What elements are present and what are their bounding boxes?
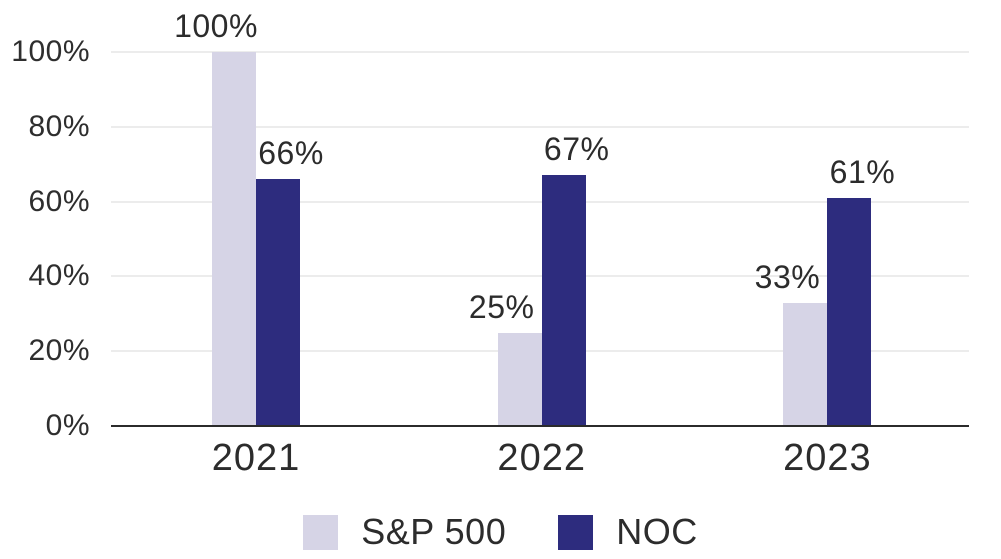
legend-item-s-p-500: S&P 500 bbox=[303, 511, 506, 553]
x-axis: 2021 2022 2023 bbox=[111, 437, 969, 481]
x-axis-line bbox=[111, 425, 969, 427]
gridline bbox=[111, 51, 969, 53]
y-axis-label: 60% bbox=[28, 184, 90, 218]
bar-value-label: 66% bbox=[258, 135, 324, 172]
gridline bbox=[111, 275, 969, 278]
legend-label: NOC bbox=[616, 511, 698, 552]
y-axis-label: 100% bbox=[11, 35, 90, 68]
x-axis-label: 2021 bbox=[211, 437, 301, 479]
bar-group-2023: 33% 61% bbox=[755, 52, 895, 426]
x-axis-label: 2022 bbox=[497, 437, 586, 479]
x-axis-label: 2023 bbox=[783, 437, 872, 479]
bar-group-2021: 100% 66% bbox=[174, 8, 323, 426]
bar-s-p-500 bbox=[783, 302, 828, 426]
gridline bbox=[111, 200, 969, 203]
y-axis-label: 0% bbox=[45, 409, 90, 442]
bar-noc bbox=[541, 175, 586, 426]
bar-noc bbox=[256, 179, 300, 426]
bar-value-label: 33% bbox=[754, 258, 821, 295]
plot-area: 100% 66% 25% 67% 33% 61% bbox=[111, 8, 969, 427]
legend-item-noc: NOC bbox=[558, 511, 698, 553]
y-axis-label: 40% bbox=[28, 259, 90, 293]
legend: S&P 500 NOC bbox=[0, 509, 1001, 555]
gridline bbox=[111, 125, 969, 128]
y-axis: 0% 20% 40% 60% 80% 100% bbox=[0, 35, 100, 442]
bar-value-label: 25% bbox=[468, 288, 535, 325]
legend-label: S&P 500 bbox=[361, 511, 507, 552]
bar-s-p-500 bbox=[497, 332, 542, 426]
bar-value-label: 61% bbox=[829, 153, 896, 190]
legend-swatch-noc bbox=[558, 514, 594, 550]
bar-s-p-500 bbox=[212, 52, 256, 426]
y-axis-label: 20% bbox=[28, 334, 90, 368]
bar-group-2022: 25% 67% bbox=[469, 52, 609, 426]
y-axis-label: 80% bbox=[28, 109, 90, 143]
bar-noc bbox=[827, 197, 872, 426]
bar-value-label: 67% bbox=[543, 131, 610, 168]
legend-swatch-s-p-500 bbox=[303, 514, 339, 550]
bar-value-label: 100% bbox=[174, 8, 258, 44]
